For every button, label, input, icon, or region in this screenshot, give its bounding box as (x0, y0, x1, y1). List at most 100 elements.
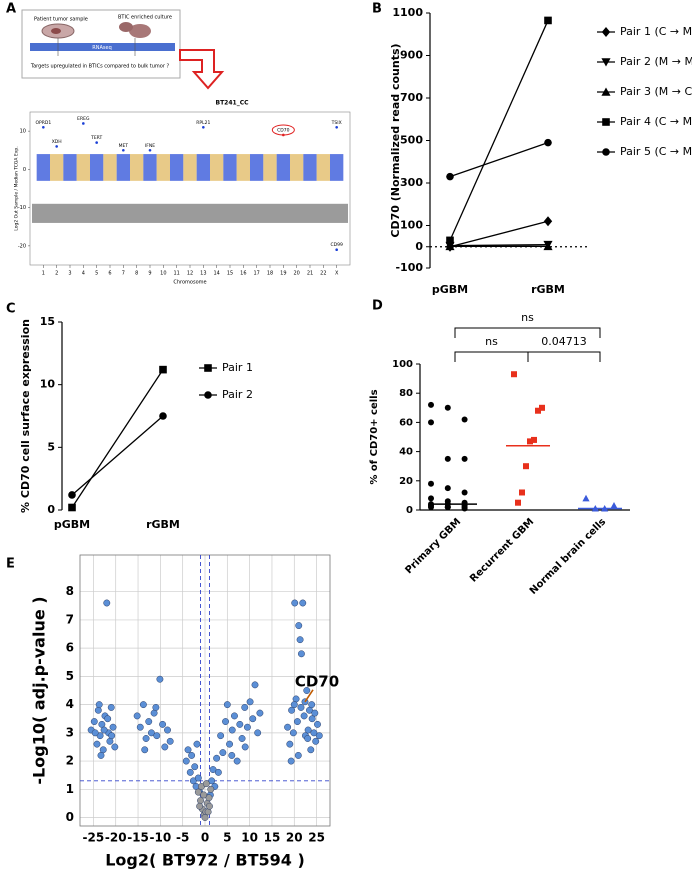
low-cluster (32, 203, 348, 223)
data-point (139, 701, 147, 709)
x-tick-label: 10 (241, 831, 258, 845)
density-band (50, 154, 64, 181)
data-point (214, 768, 222, 776)
panel-label: B (372, 2, 382, 17)
schematic: Patient tumor sample BTIC enriched cultu… (21, 9, 225, 90)
y-tick-label: 100 (400, 219, 423, 232)
panel-label: A (6, 2, 16, 17)
data-point (223, 701, 231, 709)
data-point (204, 808, 212, 816)
data-point (68, 503, 76, 512)
x-tick-label: -25 (83, 831, 105, 845)
density-band (76, 154, 90, 181)
data-point (133, 712, 141, 720)
x-tick-label: 25 (308, 831, 325, 845)
series-line (449, 142, 549, 178)
data-point (251, 681, 259, 689)
data-point (164, 726, 171, 734)
y-tick-label: -10 (18, 205, 26, 211)
gene-point (335, 126, 338, 129)
data-point (159, 720, 167, 728)
data-point (287, 757, 295, 765)
data-point (314, 720, 321, 728)
data-point (103, 599, 111, 607)
data-point (95, 701, 103, 709)
gene-point (202, 126, 205, 129)
density-band (223, 154, 237, 181)
x-tick-label: 7 (122, 271, 125, 277)
data-point (304, 735, 312, 742)
series-line (71, 369, 164, 508)
x-tick-label: pGBM (54, 518, 90, 531)
x-axis-label: Log2( BT972 / BT594 ) (105, 851, 305, 870)
y-axis-label: % CD70 cell surface expression (19, 319, 32, 513)
y-tick-label: 5 (66, 669, 74, 683)
data-point (303, 687, 311, 694)
density-band (103, 154, 117, 181)
y-tick-label: -100 (395, 261, 423, 274)
significance-label: ns (485, 335, 498, 348)
data-point (294, 751, 302, 759)
data-point (68, 491, 76, 499)
legend-label: Pair 2 (222, 388, 253, 401)
data-point (186, 768, 194, 776)
y-tick-label: 1100 (392, 6, 423, 19)
significance-bracket (454, 327, 601, 338)
data-point (312, 737, 320, 745)
panel-label: D (372, 299, 383, 314)
flow-arrow (179, 49, 225, 90)
y-tick-label: 0 (406, 505, 413, 516)
annotation-arrow (304, 689, 314, 703)
data-point (295, 622, 303, 630)
y-axis-label: Log2 Out Sample / Median TCGA Exp. (14, 146, 20, 230)
data-point (184, 746, 192, 754)
x-tick-label: -10 (150, 831, 172, 845)
y-tick-label: 8 (66, 584, 74, 598)
data-point (444, 455, 451, 462)
data-point (284, 723, 292, 731)
data-point (111, 743, 119, 751)
x-tick-label: X (335, 271, 339, 277)
data-point (141, 746, 149, 754)
data-point (236, 720, 244, 728)
x-tick-label: 20 (293, 271, 299, 277)
data-point (249, 715, 257, 723)
density-band (170, 154, 184, 181)
culture-icon (119, 22, 133, 32)
annotation-label: CD70 (295, 672, 339, 690)
y-tick-label: 3 (66, 725, 74, 739)
data-point (243, 723, 251, 731)
legend-label: Pair 2 (M → M) (620, 55, 692, 68)
data-point (428, 495, 434, 502)
y-tick-label: 300 (400, 176, 423, 189)
data-point (219, 749, 227, 757)
data-point (293, 718, 301, 726)
x-tick-label: 17 (253, 271, 259, 277)
data-point (461, 505, 468, 512)
data-point (296, 636, 304, 644)
data-point (233, 757, 241, 765)
gene-label: CD99 (330, 242, 342, 248)
data-point (100, 726, 108, 734)
y-tick-label: 500 (400, 134, 423, 147)
x-tick-label: 14 (213, 271, 219, 277)
significance-label: 0.04713 (541, 335, 587, 348)
gene-point (148, 148, 152, 152)
density-band (316, 154, 330, 181)
data-point (286, 740, 294, 748)
data-point (444, 504, 451, 511)
x-tick-label: 22 (320, 271, 326, 277)
gene-point (95, 141, 98, 144)
x-tick-label: 19 (280, 271, 286, 277)
y-tick-label: 5 (47, 440, 55, 453)
data-point (202, 780, 210, 788)
series-line (449, 220, 549, 248)
data-point (188, 751, 196, 759)
data-point (228, 751, 236, 759)
data-point (515, 499, 521, 506)
y-tick-label: -20 (18, 243, 26, 249)
x-tick-label: 15 (264, 831, 281, 845)
data-point (228, 726, 236, 734)
plot-frame (29, 111, 351, 266)
